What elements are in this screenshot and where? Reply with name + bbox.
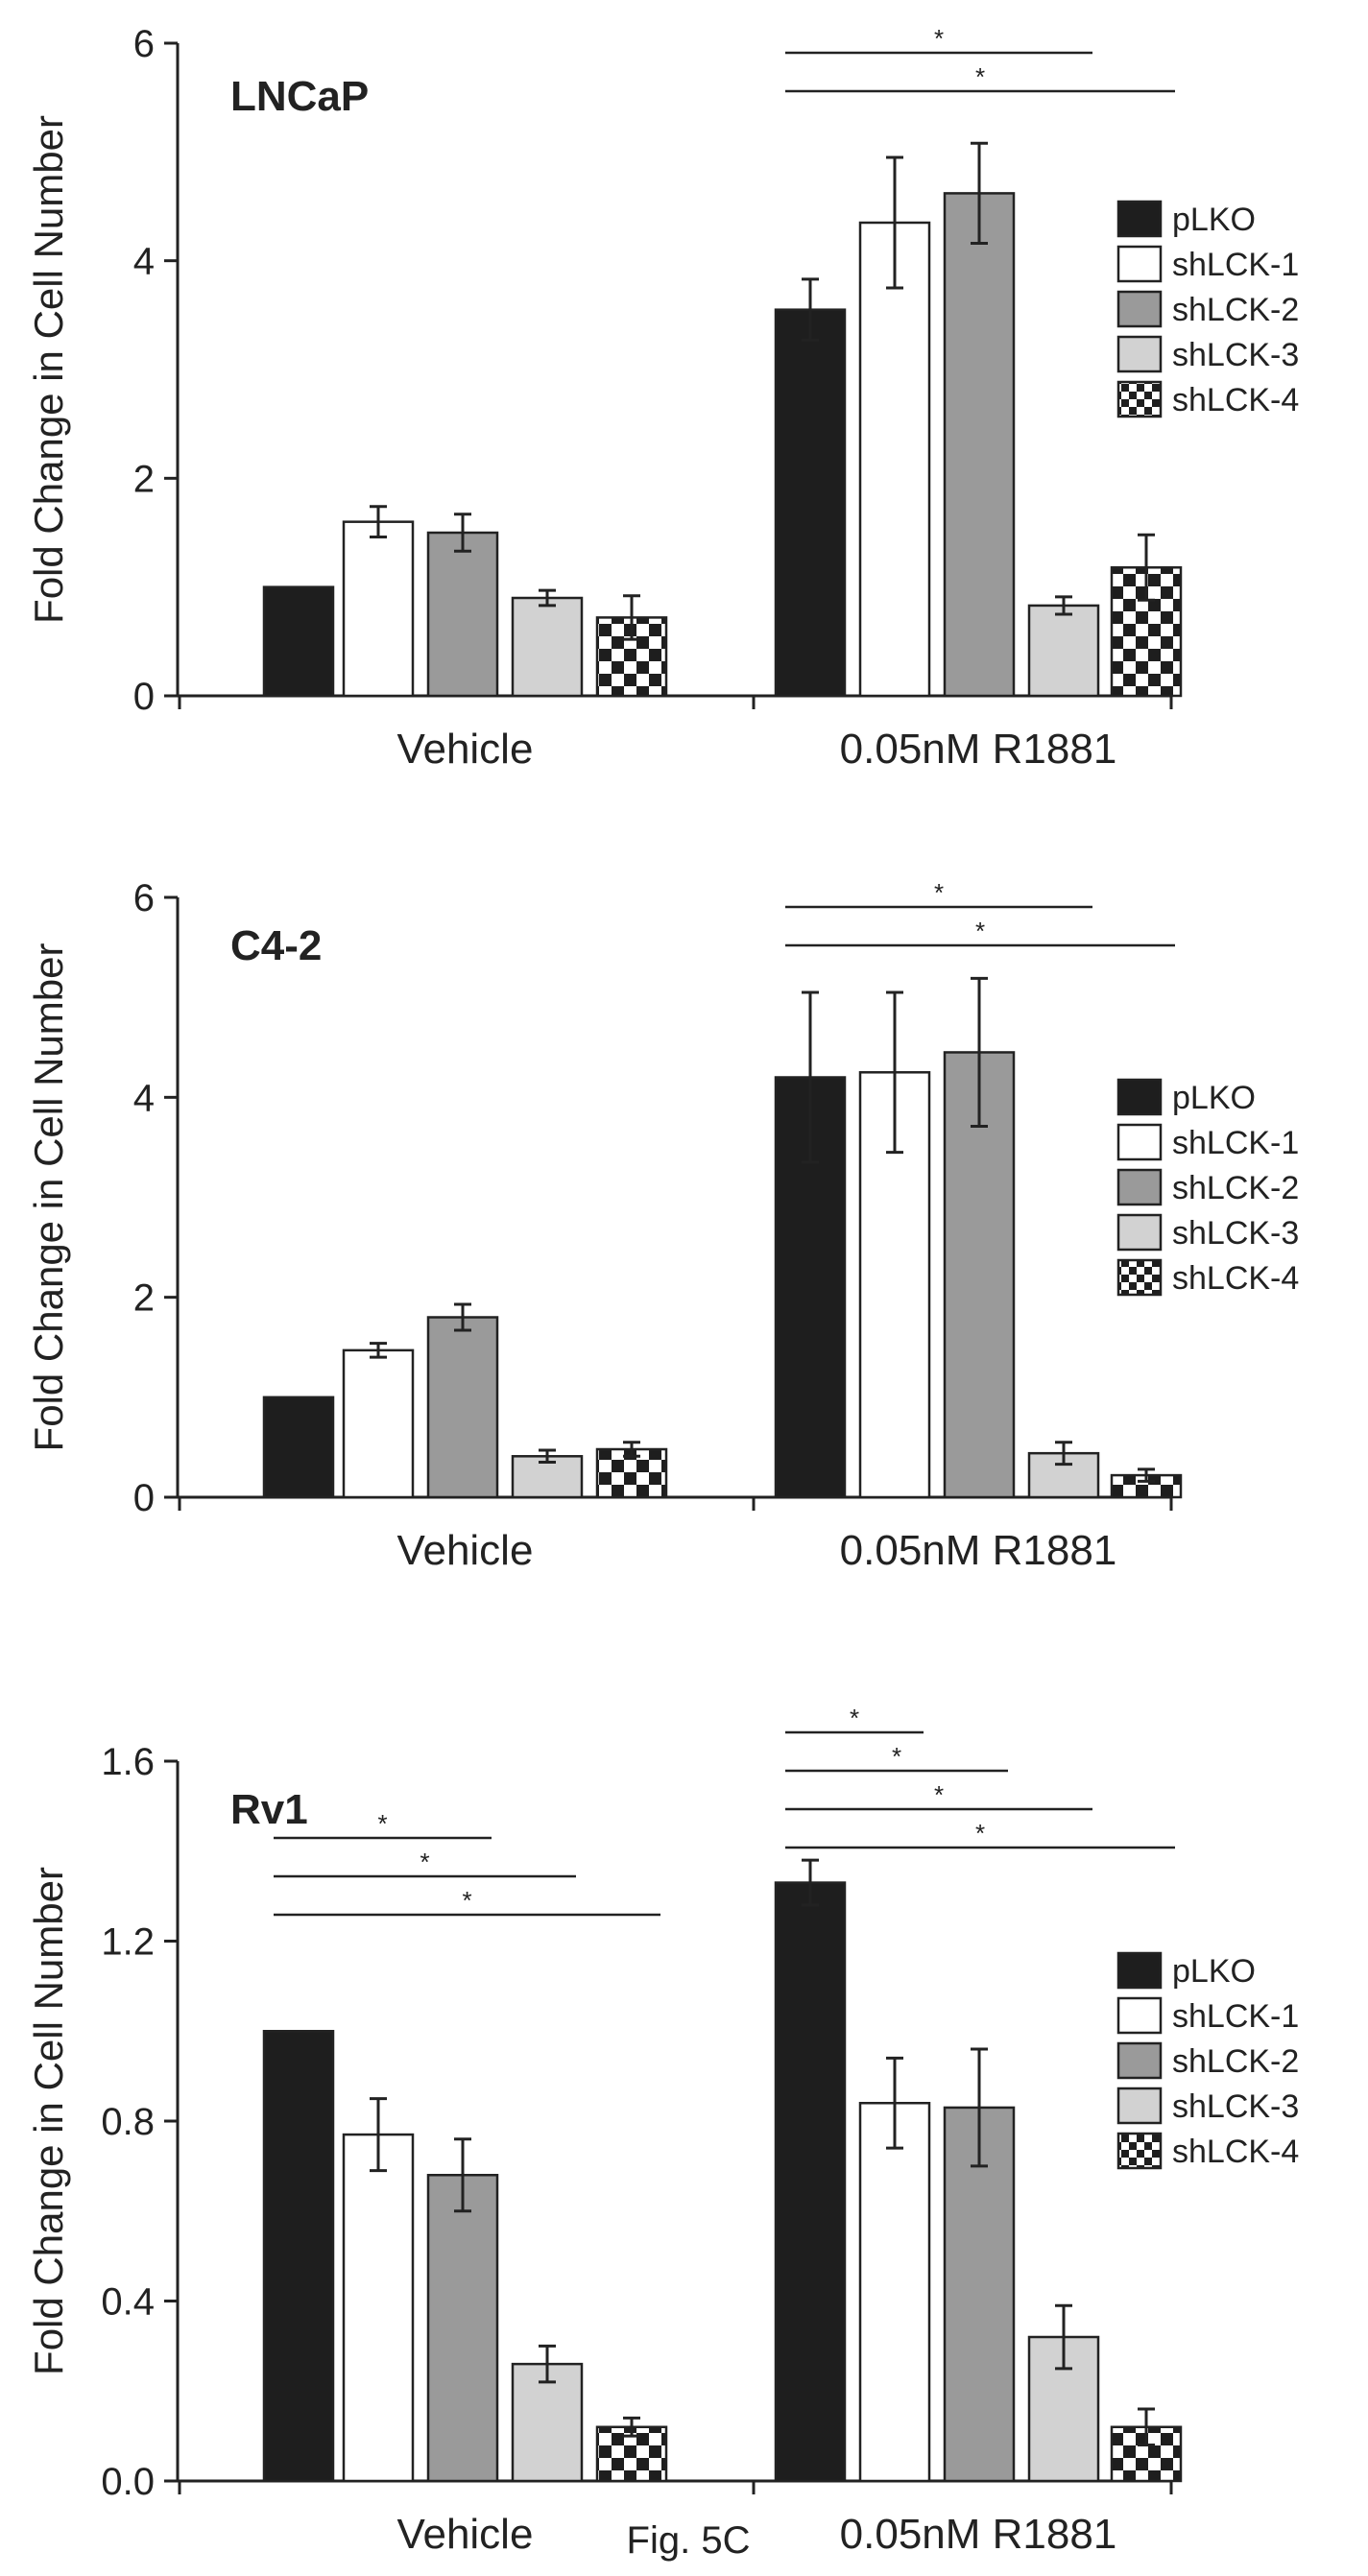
legend-label: pLKO xyxy=(1172,1080,1256,1116)
bar-shlck-1-vehicle xyxy=(344,1350,413,1497)
legend-swatch xyxy=(1118,1125,1161,1159)
significance-star: * xyxy=(420,1848,429,1876)
legend-label: shLCK-3 xyxy=(1172,337,1299,373)
legend-swatch xyxy=(1118,2043,1161,2078)
significance-star: * xyxy=(377,1809,387,1838)
y-tick-label: 2 xyxy=(133,458,155,500)
legend-label: shLCK-4 xyxy=(1172,2134,1299,2170)
legend: pLKO shLCK-1 shLCK-2 shLCK-3 shLCK-4 xyxy=(1118,202,1299,418)
legend-swatch xyxy=(1118,292,1161,326)
y-axis-label: Fold Change in Cell Number xyxy=(26,115,71,624)
legend-swatch xyxy=(1118,1080,1161,1114)
bar-shlck-2-vehicle xyxy=(428,533,497,696)
significance-star: * xyxy=(892,1742,901,1771)
legend-label: pLKO xyxy=(1172,1953,1256,1990)
bar-plko-vehicle xyxy=(264,2031,333,2481)
bar-shlck-1-vehicle xyxy=(344,522,413,696)
significance-star: * xyxy=(462,1886,471,1915)
legend-label: shLCK-3 xyxy=(1172,2088,1299,2125)
y-tick-label: 4 xyxy=(133,241,155,283)
legend-swatch xyxy=(1118,1215,1161,1250)
y-tick-label: 0 xyxy=(133,1477,155,1519)
significance-star: * xyxy=(975,62,985,91)
bar-shlck-2-vehicle xyxy=(428,2175,497,2481)
figure-caption: Fig. 5C xyxy=(627,2519,751,2562)
chart-panel-2: 0 2 4 6 Fold Change in Cell Number C4-2 Vehicl… xyxy=(26,877,1299,1574)
chart-panel-1: 0 2 4 6 Fold Change in Cell Number LNCaP Vehic… xyxy=(26,23,1299,773)
legend-swatch xyxy=(1118,1953,1161,1988)
legend: pLKO shLCK-1 shLCK-2 shLCK-3 shLCK-4 xyxy=(1118,1953,1299,2170)
x-category-label: 0.05nM R1881 xyxy=(840,1527,1117,1574)
y-tick-label: 0.8 xyxy=(101,2101,155,2143)
legend-label: shLCK-2 xyxy=(1172,292,1299,328)
x-category-label: 0.05nM R1881 xyxy=(840,726,1117,773)
bar-shlck-1-vehicle xyxy=(344,2135,413,2481)
y-axis-label: Fold Change in Cell Number xyxy=(26,1867,71,2375)
legend-label: shLCK-4 xyxy=(1172,382,1299,418)
bar-shlck-2-vehicle xyxy=(428,1318,497,1498)
significance-star: * xyxy=(934,1780,944,1809)
legend-swatch xyxy=(1118,1998,1161,2033)
legend-label: shLCK-2 xyxy=(1172,1170,1299,1206)
bar-shlck-1-r1881 xyxy=(860,2103,929,2481)
significance-star: * xyxy=(975,1819,985,1848)
legend-swatch xyxy=(1118,382,1161,417)
x-category-label: Vehicle xyxy=(397,2511,534,2558)
y-tick-label: 1.6 xyxy=(101,1741,155,1783)
bar-shlck-3-vehicle xyxy=(513,598,582,696)
bar-plko-r1881 xyxy=(776,310,845,696)
y-tick-label: 0 xyxy=(133,676,155,718)
legend-label: shLCK-1 xyxy=(1172,247,1299,283)
y-tick-label: 0.4 xyxy=(101,2281,155,2324)
x-category-label: Vehicle xyxy=(397,1527,534,1574)
bar-shlck-1-r1881 xyxy=(860,223,929,696)
y-tick-label: 2 xyxy=(133,1277,155,1320)
y-tick-label: 6 xyxy=(133,877,155,919)
y-tick-label: 1.2 xyxy=(101,1921,155,1964)
legend-label: pLKO xyxy=(1172,202,1256,238)
legend: pLKO shLCK-1 shLCK-2 shLCK-3 shLCK-4 xyxy=(1118,1080,1299,1297)
bar-plko-r1881 xyxy=(776,1883,845,2481)
x-category-label: Vehicle xyxy=(397,726,534,773)
significance-star: * xyxy=(850,1704,859,1732)
panel-title: Rv1 xyxy=(230,1786,308,1833)
legend-swatch xyxy=(1118,202,1161,236)
significance-star: * xyxy=(975,917,985,945)
x-category-label: 0.05nM R1881 xyxy=(840,2511,1117,2558)
y-tick-label: 0.0 xyxy=(101,2461,155,2503)
legend-swatch xyxy=(1118,247,1161,281)
bar-shlck-2-r1881 xyxy=(945,193,1014,696)
significance-star: * xyxy=(934,878,944,907)
legend-swatch xyxy=(1118,1170,1161,1205)
legend-label: shLCK-2 xyxy=(1172,2043,1299,2080)
y-tick-label: 4 xyxy=(133,1077,155,1119)
legend-label: shLCK-1 xyxy=(1172,1125,1299,1161)
legend-swatch xyxy=(1118,337,1161,371)
panel-title: C4-2 xyxy=(230,922,322,969)
panel-title: LNCaP xyxy=(230,73,369,120)
bar-shlck-3-r1881 xyxy=(1029,606,1098,696)
legend-label: shLCK-1 xyxy=(1172,1998,1299,2035)
legend-swatch xyxy=(1118,2088,1161,2123)
legend-swatch xyxy=(1118,2134,1161,2168)
significance-star: * xyxy=(934,24,944,53)
bar-plko-vehicle xyxy=(264,587,333,696)
legend-swatch xyxy=(1118,1260,1161,1295)
chart-panel-3: 0.0 0.4 0.8 1.2 1.6 Fold Change in Cell Numbe… xyxy=(26,1704,1299,2558)
y-axis-label: Fold Change in Cell Number xyxy=(26,943,71,1452)
y-tick-label: 6 xyxy=(133,23,155,65)
legend-label: shLCK-4 xyxy=(1172,1260,1299,1297)
bar-plko-vehicle xyxy=(264,1397,333,1497)
legend-label: shLCK-3 xyxy=(1172,1215,1299,1252)
